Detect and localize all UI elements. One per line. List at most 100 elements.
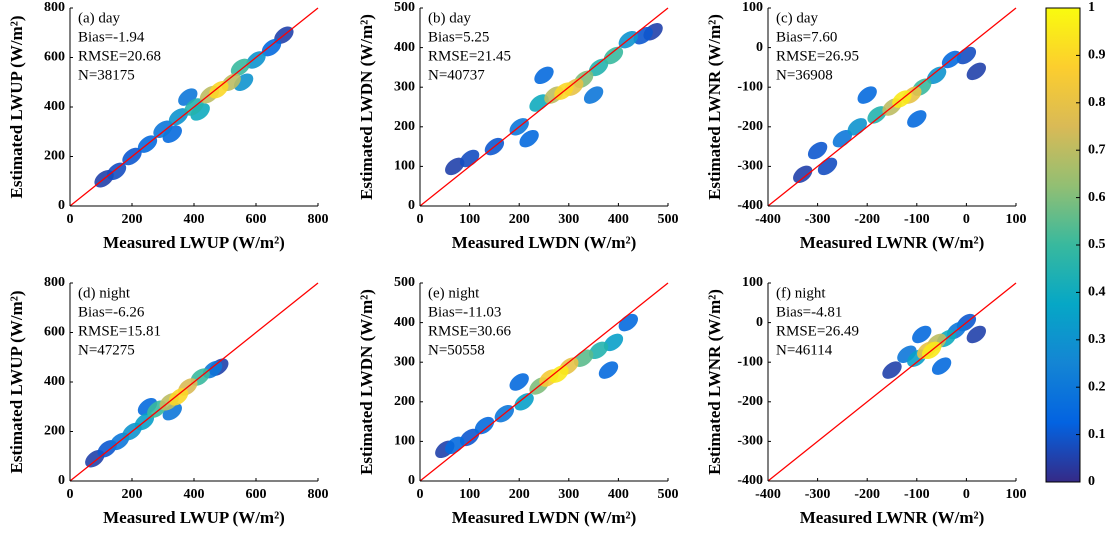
density-point [926,66,947,85]
x-tick-label: 0 [67,212,74,227]
colorbar-tick-label: 0.7 [1088,142,1106,157]
y-tick-label: 0 [756,315,763,330]
x-axis-label: Measured LWNR (W/m²) [800,508,985,527]
colorbar-tick-label: 0.9 [1088,48,1106,63]
y-axis-label: Estimated LWUP (W/m²) [7,16,26,199]
panel-label: (f) night [776,285,826,301]
y-tick-label: 0 [58,198,65,213]
y-tick-label: 600 [44,50,65,65]
x-tick-label: 400 [608,487,629,502]
y-tick-label: -200 [737,394,763,409]
density-point [882,361,902,379]
x-tick-label: 300 [558,212,579,227]
x-tick-label: 200 [122,487,143,502]
density-point [931,357,952,375]
density-point [583,86,604,104]
density-point [519,129,539,148]
x-tick-label: 200 [122,212,143,227]
colorbar-tick-label: 1 [1088,0,1095,15]
x-tick-label: 600 [246,487,267,502]
colorbar-tick-label: 0.3 [1088,332,1106,347]
density-point [261,38,282,57]
x-tick-label: 600 [246,212,267,227]
stat-text: RMSE=26.49 [776,323,859,339]
one-to-one-line [419,282,669,482]
density-point [509,373,529,391]
x-tick-label: -300 [805,212,831,227]
panel: 0 200 400 600 800 0 200 400 600 800 Measured LWUP … [7,275,329,527]
density-point [907,110,927,128]
density-point [807,141,828,160]
density-point [514,393,534,411]
colorbar-tick-label: 0.5 [1088,237,1106,252]
one-to-one-line [767,282,1017,482]
one-to-one-line [419,7,669,207]
colorbar-tick-label: 0.1 [1088,427,1106,442]
panel: -400 -300 -200 -100 0 100 -400 -300 -200 -100 0 100… [705,0,1027,252]
density-point [867,106,887,124]
y-tick-label: 400 [394,315,415,330]
density-point [168,108,189,126]
density-point [445,157,465,176]
density-point [603,333,624,352]
y-tick-label: 100 [742,0,763,15]
density-point [209,80,229,99]
density-point [966,325,987,344]
one-to-one-line [767,7,1017,207]
x-tick-label: 400 [608,212,629,227]
x-tick-label: 800 [308,212,329,227]
x-tick-label: -200 [854,212,880,227]
stat-text: N=47275 [78,342,135,358]
stat-text: Bias=7.60 [776,29,837,45]
colorbar-tick-label: 0.6 [1088,190,1106,205]
density-point [230,58,251,77]
y-axis-label: Estimated LWNR (W/m²) [705,14,724,200]
x-tick-label: -200 [854,487,880,502]
x-tick-label: 100 [1006,212,1027,227]
density-point [106,162,127,181]
x-tick-label: 500 [658,212,679,227]
panel-label: (a) day [78,10,121,26]
x-tick-label: -400 [755,212,781,227]
x-axis-label: Measured LWUP (W/m²) [103,508,285,527]
y-axis-label: Estimated LWUP (W/m²) [7,291,26,474]
density-point [588,58,609,77]
y-tick-label: 300 [394,354,415,369]
y-tick-label: 300 [394,79,415,94]
x-tick-label: 100 [459,212,480,227]
y-tick-label: -300 [737,434,763,449]
x-tick-label: -100 [904,212,930,227]
colorbar-tick-label: 0 [1088,474,1095,489]
y-tick-label: 400 [44,374,65,389]
density-point [857,86,877,104]
y-tick-label: 500 [394,275,415,290]
panel: 0 100 200 300 400 500 0 100 200 300 400 500 Measured… [357,275,679,527]
stat-text: N=50558 [428,342,485,358]
x-tick-label: -300 [805,487,831,502]
density-point [474,416,495,435]
y-axis-label: Estimated LWDN (W/m²) [357,14,376,200]
y-tick-label: 800 [44,0,65,15]
colorbar [1045,7,1081,483]
density-point [966,62,987,81]
x-axis-label: Measured LWNR (W/m²) [800,233,985,252]
y-tick-label: -400 [737,198,763,213]
density-point [549,365,569,383]
stat-text: N=40737 [428,67,485,83]
stat-text: Bias=-6.26 [78,304,145,320]
x-tick-label: 0 [963,487,970,502]
stat-text: RMSE=30.66 [428,323,512,339]
x-tick-label: 100 [459,487,480,502]
stat-text: Bias=-1.94 [78,29,145,45]
panel-label: (b) day [428,10,471,26]
density-point [153,120,173,139]
points [882,313,987,379]
y-axis-label: Estimated LWDN (W/m²) [357,289,376,475]
y-tick-label: 200 [44,149,65,164]
one-to-one-line [69,7,319,207]
x-tick-label: 300 [558,487,579,502]
density-point [588,341,609,360]
stat-text: Bias=-11.03 [428,304,501,320]
y-tick-label: 100 [742,275,763,290]
x-tick-label: 200 [509,212,530,227]
